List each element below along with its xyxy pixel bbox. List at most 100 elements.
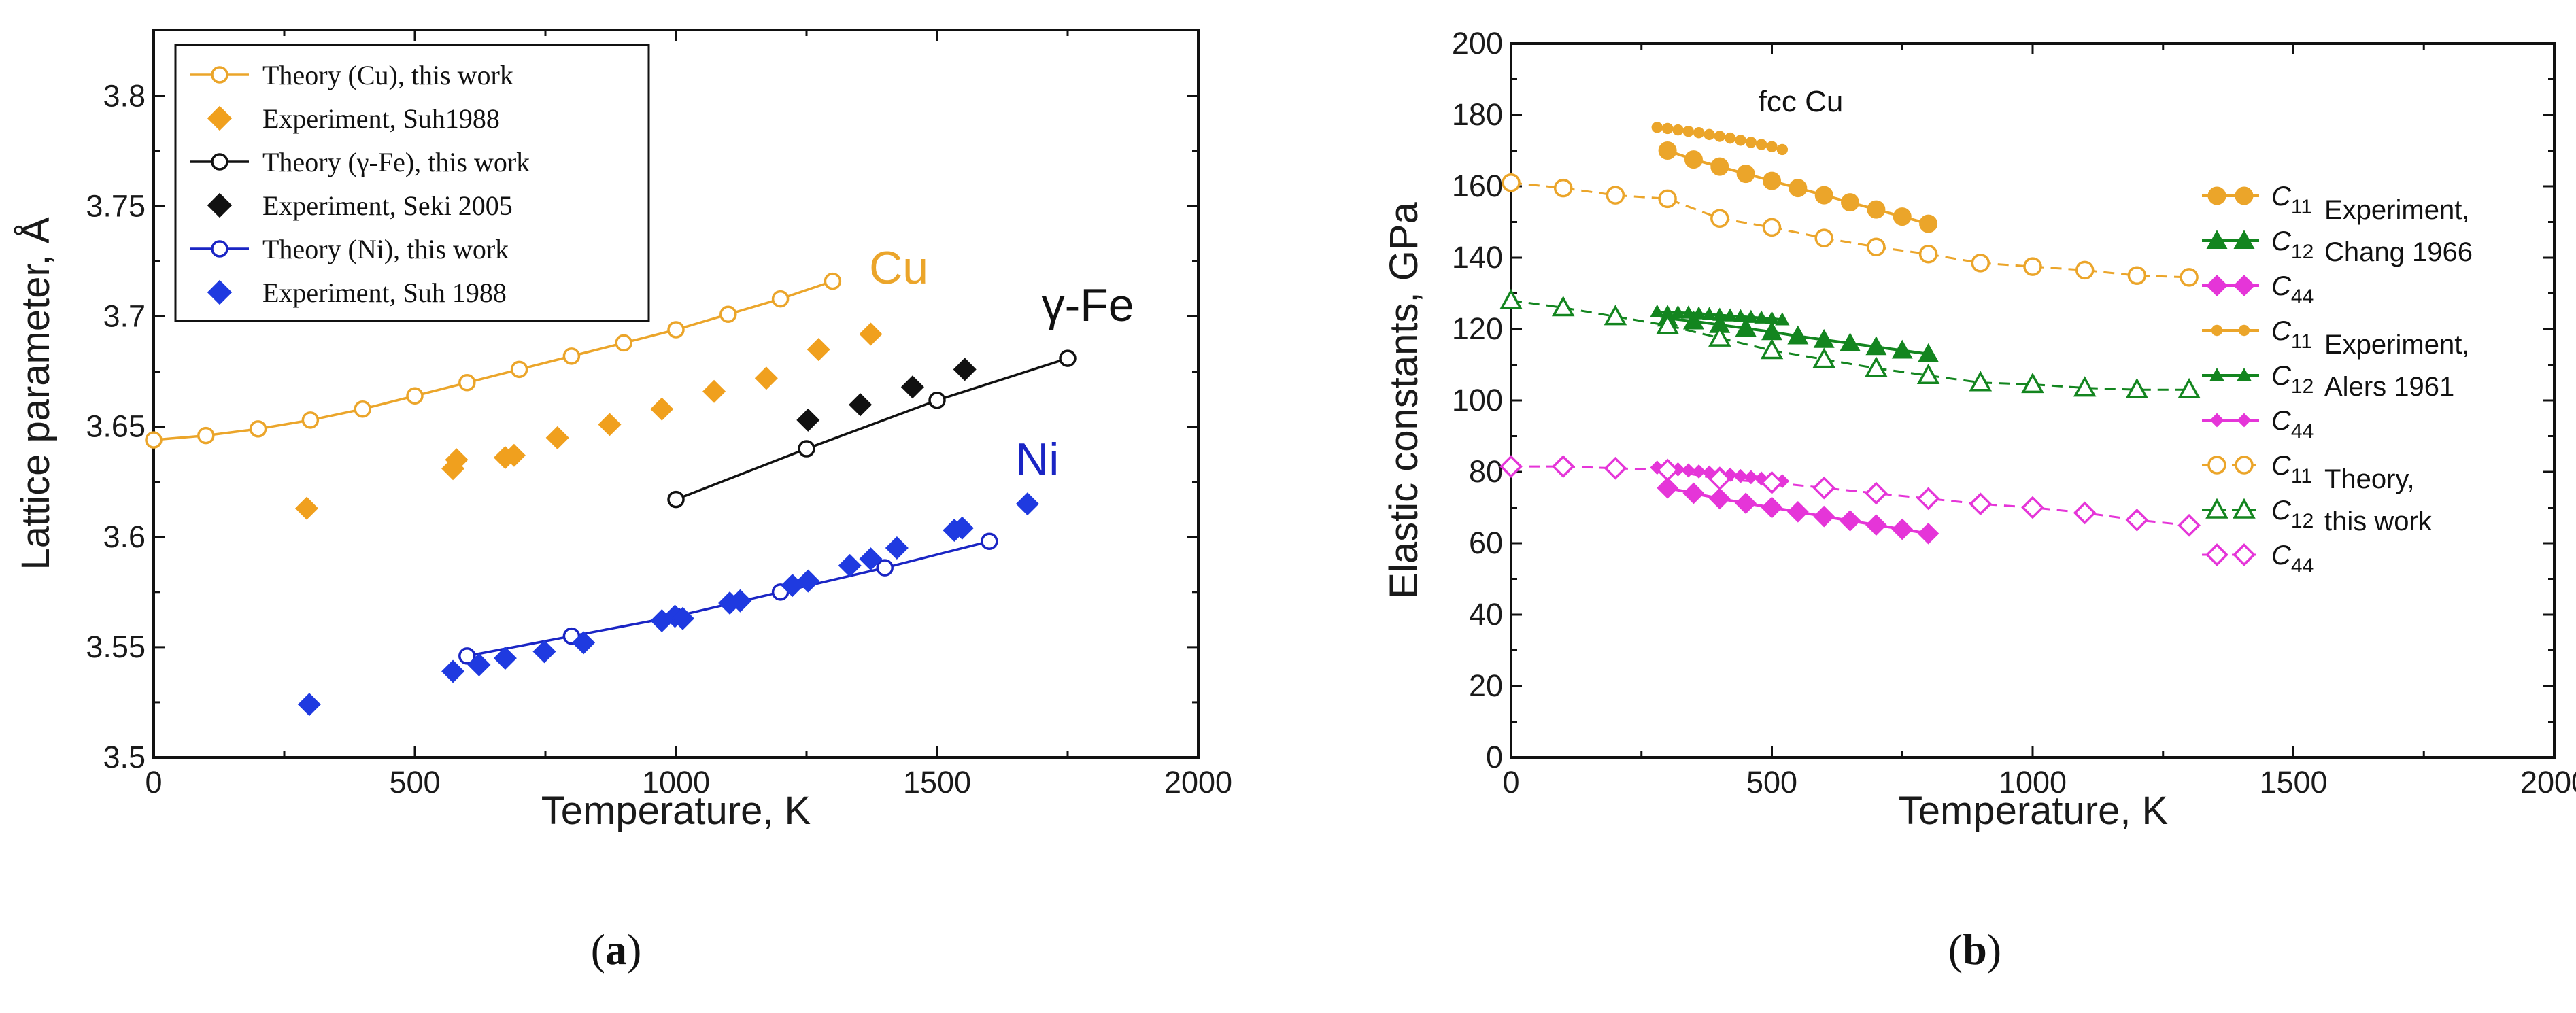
data-point — [1969, 371, 1993, 392]
legend-symbol: C — [2271, 406, 2292, 436]
legend-marker — [207, 105, 233, 131]
panel-b-y-tick-label: 20 — [1469, 668, 1503, 703]
data-point — [1776, 143, 1789, 156]
data-point — [297, 693, 321, 717]
data-point — [1745, 137, 1757, 148]
data-point — [1735, 135, 1746, 146]
data-point — [859, 322, 883, 346]
data-point — [1754, 310, 1769, 324]
series-line — [675, 357, 1068, 501]
data-point — [1763, 171, 1781, 190]
legend-item: Theory (γ-Fe), this work — [190, 147, 530, 177]
data-point — [1661, 122, 1674, 135]
legend-label: C44 — [2271, 271, 2314, 308]
panel-a-y-tick-label: 3.65 — [86, 409, 146, 444]
data-point — [615, 334, 632, 352]
series-line — [1510, 299, 2190, 391]
legend-marker — [211, 153, 228, 171]
data-point — [1681, 305, 1696, 319]
panel-b: 0 500 1000 1500 2000 0 20 40 60 80 100 120 140 160 180… — [1382, 26, 2576, 974]
data-point — [1658, 141, 1677, 160]
data-point — [2073, 376, 2097, 397]
data-point — [1724, 132, 1736, 144]
panel-a-y-tick-label: 3.6 — [103, 519, 146, 554]
data-point — [1015, 492, 1039, 516]
legend-group-note: this work — [2324, 506, 2433, 536]
data-point — [2075, 260, 2095, 280]
panel-b-caption-close: ) — [1987, 925, 2001, 974]
data-point — [1670, 305, 1686, 319]
panel-a-annotations: Cu γ-Fe Ni — [869, 242, 1134, 485]
legend-group-note: Theory, — [2324, 464, 2415, 494]
panel-a-x-tick-label: 2000 — [1164, 765, 1232, 800]
data-point — [1553, 178, 1573, 198]
data-point — [1760, 339, 1784, 360]
data-point — [249, 420, 267, 438]
data-point — [598, 413, 622, 436]
legend-label: C12 — [2271, 226, 2314, 263]
legend-label: Experiment, Suh1988 — [262, 103, 500, 134]
data-point — [1704, 128, 1715, 141]
panel-b-y-tick-label: 0 — [1486, 740, 1503, 774]
series-0 — [145, 272, 842, 449]
data-point — [754, 366, 778, 390]
data-point — [1604, 456, 1627, 480]
series-annotation-label: Cu — [869, 242, 928, 294]
data-point — [145, 431, 163, 449]
data-point — [1893, 207, 1912, 226]
series-annotation-label: Ni — [1015, 434, 1059, 485]
data-point — [1787, 500, 1809, 523]
data-point — [1691, 464, 1706, 479]
series-3 — [796, 358, 977, 432]
data-point — [1744, 309, 1759, 323]
legend-group-note: Alers 1961 — [2324, 372, 2454, 402]
panel-b-y-tick-label: 100 — [1452, 383, 1503, 417]
data-point — [1865, 356, 1888, 377]
panel-b-y-axis-title: Elastic constants, GPa — [1382, 202, 1426, 599]
data-point — [1736, 165, 1755, 184]
panel-a-caption-close: ) — [627, 925, 641, 974]
data-point — [1708, 467, 1731, 491]
data-point — [807, 338, 830, 362]
legend-subscript: 11 — [2291, 330, 2312, 353]
panel-b-x-tick-label: 1500 — [2259, 765, 2327, 800]
data-point — [1551, 296, 1575, 317]
data-point — [1733, 309, 1748, 322]
legend-symbol: C — [2271, 182, 2292, 211]
panel-a-y-tick-label: 3.55 — [86, 630, 146, 664]
data-point — [1969, 492, 1993, 516]
legend-subscript: 12 — [2291, 241, 2314, 263]
data-point — [1499, 288, 1523, 309]
panel-b-x-tick-label: 500 — [1746, 765, 1797, 800]
series-0 — [1658, 141, 1938, 233]
panel-a-x-tick-label: 500 — [389, 765, 440, 800]
data-point — [1682, 310, 1704, 330]
panel-a-series — [145, 272, 1077, 717]
legend-item: Theory (Cu), this work — [190, 60, 513, 90]
legend-label: C11 — [2271, 451, 2312, 487]
legend-item: C44 — [2202, 271, 2314, 308]
data-point — [2073, 501, 2097, 525]
legend-symbol: C — [2271, 316, 2292, 346]
series-4 — [1650, 304, 1790, 326]
panel-b-y-tick-label: 40 — [1469, 597, 1503, 632]
legend-item: C12 this work — [2202, 496, 2433, 536]
panel-a-y-tick-label: 3.7 — [103, 299, 146, 334]
data-point — [532, 640, 556, 664]
panel-a-x-axis-title: Temperature, K — [541, 789, 811, 833]
data-point — [441, 659, 465, 683]
data-point — [1658, 189, 1677, 209]
data-point — [1710, 209, 1729, 228]
legend-marker — [2207, 186, 2226, 205]
legend-marker — [2206, 230, 2228, 250]
data-point — [650, 397, 674, 421]
panel-b-x-axis-title: Temperature, K — [1899, 789, 2169, 833]
data-point — [301, 411, 320, 429]
data-point — [667, 490, 685, 509]
panel-b-caption: (b) — [1948, 925, 2001, 974]
data-point — [1812, 476, 1836, 500]
data-point — [1917, 523, 1939, 545]
legend-marker — [211, 240, 228, 258]
panel-b-y-tick-label: 80 — [1469, 454, 1503, 489]
